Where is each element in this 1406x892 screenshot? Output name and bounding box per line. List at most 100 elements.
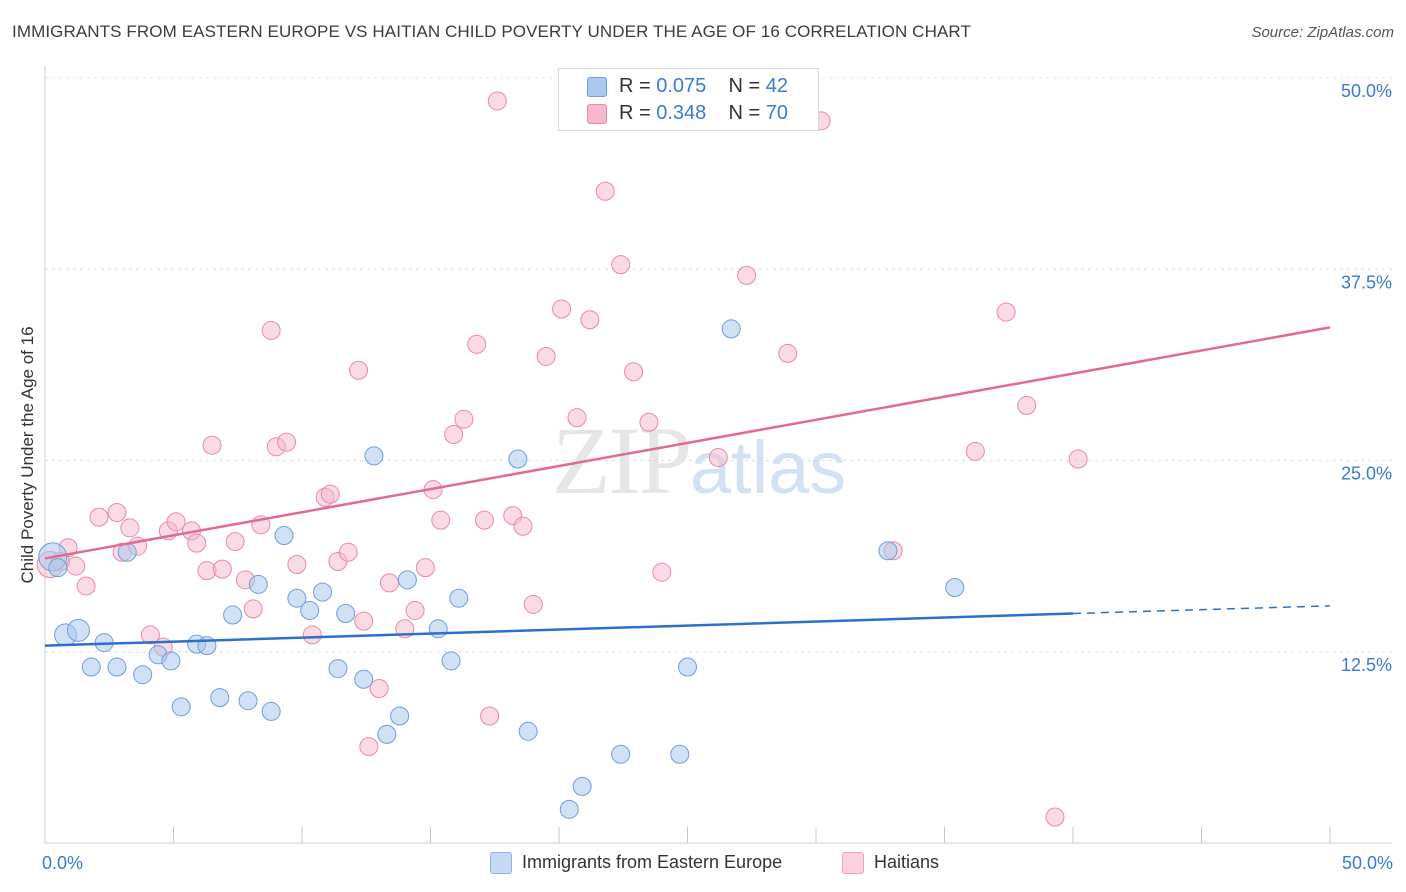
point-eastern-europe xyxy=(397,570,417,590)
point-eastern-europe xyxy=(171,697,191,717)
y-tick-label: 12.5% xyxy=(1341,655,1392,675)
bottom-legend-label: Haitians xyxy=(874,852,940,872)
point-eastern-europe xyxy=(364,446,384,466)
trendline-eastern-europe xyxy=(44,612,1074,647)
correlation-legend: R = 0.075 N = 42 R = 0.348 N = 70 xyxy=(558,68,819,131)
point-haitians xyxy=(567,408,587,428)
point-haitians xyxy=(107,503,127,523)
point-haitians xyxy=(996,302,1016,322)
point-eastern-europe xyxy=(133,665,153,685)
point-haitians xyxy=(536,346,556,366)
point-eastern-europe xyxy=(81,657,101,677)
point-haitians xyxy=(261,320,281,340)
point-eastern-europe xyxy=(107,657,127,677)
point-eastern-europe xyxy=(336,604,356,623)
bottom-legend-label: Immigrants from Eastern Europe xyxy=(522,852,783,872)
point-haitians xyxy=(1068,449,1088,469)
point-haitians xyxy=(1045,807,1065,827)
point-eastern-europe xyxy=(210,688,230,708)
point-eastern-europe xyxy=(328,659,348,679)
point-haitians xyxy=(595,181,615,201)
bottom-legend-haitians: Haitians xyxy=(842,852,939,876)
y-tick-label: 50.0% xyxy=(1341,81,1392,101)
point-eastern-europe xyxy=(354,669,374,689)
point-haitians xyxy=(552,299,572,319)
point-eastern-europe xyxy=(223,605,243,625)
point-eastern-europe xyxy=(670,744,690,764)
point-haitians xyxy=(166,512,186,532)
bottom-legend-eastern-europe: Immigrants from Eastern Europe xyxy=(490,852,782,876)
point-haitians xyxy=(965,441,985,461)
point-haitians xyxy=(202,435,222,455)
point-haitians xyxy=(454,409,474,429)
point-eastern-europe xyxy=(248,574,268,594)
point-eastern-europe xyxy=(261,701,281,721)
point-eastern-europe xyxy=(66,618,90,642)
legend-n-label: N = xyxy=(728,102,766,124)
watermark-atlas: atlas xyxy=(690,426,847,509)
y-tick-label: 25.0% xyxy=(1341,464,1392,484)
point-haitians xyxy=(652,562,672,582)
point-haitians xyxy=(513,516,533,536)
point-eastern-europe xyxy=(721,319,741,339)
point-haitians xyxy=(639,412,659,432)
y-axis-title: Child Poverty Under the Age of 16 xyxy=(18,326,37,584)
point-eastern-europe xyxy=(377,724,397,744)
point-haitians xyxy=(611,255,631,275)
x-tick-label-right: 50.0% xyxy=(1342,853,1393,873)
source-label: Source: ZipAtlas.com xyxy=(1251,24,1394,41)
x-tick-label-left: 0.0% xyxy=(42,853,83,873)
legend-r-label: R = xyxy=(619,102,657,124)
point-eastern-europe xyxy=(518,721,538,741)
point-eastern-europe xyxy=(878,541,898,561)
legend-swatch-pink xyxy=(587,104,607,124)
point-haitians xyxy=(66,556,86,576)
point-haitians xyxy=(140,625,160,645)
legend-n-value: 70 xyxy=(765,102,789,124)
y-tick-label: 37.5% xyxy=(1341,272,1392,292)
point-eastern-europe xyxy=(449,588,469,608)
bottom-legend-swatch-blue xyxy=(490,852,512,875)
watermark: ZIPatlas xyxy=(552,405,846,516)
point-haitians xyxy=(369,678,389,698)
point-haitians xyxy=(474,510,494,530)
point-eastern-europe xyxy=(161,651,181,671)
legend-n-value: 42 xyxy=(765,75,789,97)
point-haitians xyxy=(76,576,96,596)
legend-r-label: R = xyxy=(619,75,657,97)
point-haitians xyxy=(737,265,757,285)
point-eastern-europe xyxy=(508,449,528,469)
point-haitians xyxy=(320,484,340,504)
point-eastern-europe xyxy=(559,799,579,819)
point-eastern-europe xyxy=(678,657,697,677)
point-eastern-europe xyxy=(945,577,965,597)
point-haitians xyxy=(243,599,263,619)
point-eastern-europe xyxy=(428,619,448,639)
point-haitians xyxy=(708,447,728,467)
point-haitians xyxy=(89,507,109,527)
chart-title: IMMIGRANTS FROM EASTERN EUROPE VS HAITIA… xyxy=(12,22,971,41)
point-eastern-europe xyxy=(48,558,68,578)
legend-r-value: 0.075 xyxy=(656,75,707,97)
point-haitians xyxy=(580,310,600,330)
legend-n-label: N = xyxy=(728,75,766,97)
point-eastern-europe xyxy=(611,744,631,764)
point-haitians xyxy=(480,706,500,726)
point-haitians xyxy=(187,533,207,553)
point-haitians xyxy=(415,558,435,578)
point-eastern-europe xyxy=(572,776,592,796)
legend-r-value: 0.348 xyxy=(656,102,707,124)
point-haitians xyxy=(359,737,379,757)
point-haitians xyxy=(225,532,245,552)
legend-swatch-blue xyxy=(587,77,607,97)
point-haitians xyxy=(467,334,487,354)
point-haitians xyxy=(277,432,297,452)
point-haitians xyxy=(444,424,464,444)
point-haitians xyxy=(487,91,507,111)
trendline-haitians xyxy=(44,326,1331,560)
point-eastern-europe xyxy=(274,525,294,545)
point-haitians xyxy=(349,360,369,380)
point-eastern-europe xyxy=(238,691,258,711)
point-haitians xyxy=(778,343,798,363)
